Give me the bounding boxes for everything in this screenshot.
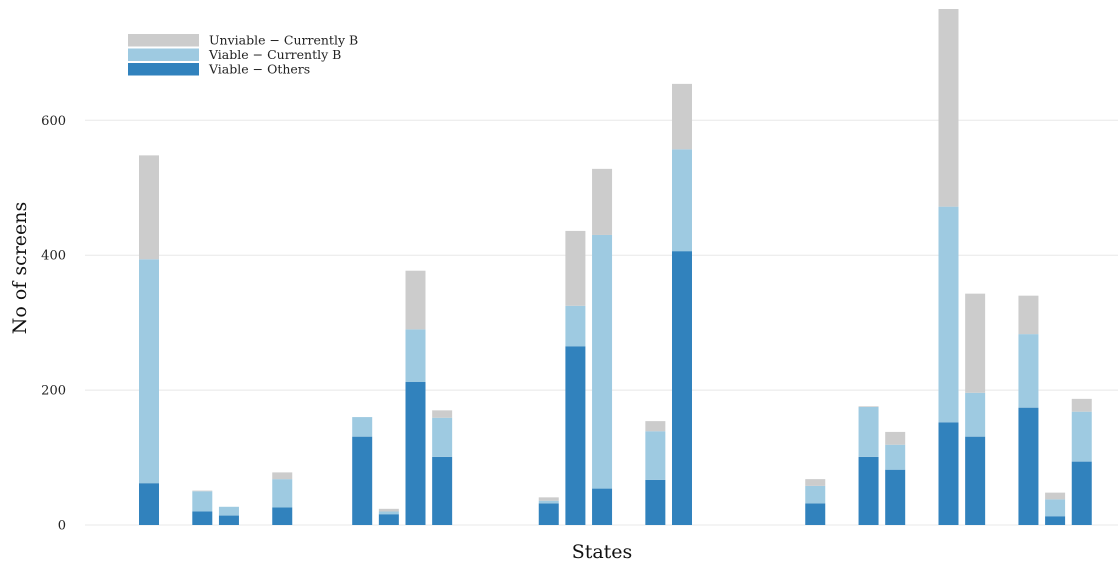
bar-segment-series-1-state-28 [885, 444, 906, 470]
bar-segment-series-1-state-19 [645, 431, 666, 480]
bar-segment-series-2-state-33 [1018, 295, 1039, 335]
bar-segment-series-0-state-27 [858, 456, 879, 525]
bar-segment-series-2-state-9 [378, 508, 399, 512]
x-axis-title: States [572, 541, 633, 563]
bar-segment-series-1-state-16 [565, 305, 586, 347]
y-axis-ticks: 0 200 400 600 [41, 114, 66, 534]
bar-segment-series-0-state-33 [1018, 407, 1039, 525]
bar-segment-series-1-state-35 [1071, 411, 1092, 462]
bars [139, 9, 1092, 525]
bar-segment-series-0-state-30 [938, 422, 959, 525]
bar-segment-series-2-state-0 [139, 155, 159, 260]
y-tick-label: 0 [58, 519, 66, 534]
bar-segment-series-0-state-35 [1071, 461, 1092, 525]
bar-segment-series-1-state-11 [432, 417, 453, 457]
bar-segment-series-1-state-31 [965, 392, 986, 437]
bar-segment-series-2-state-2 [192, 490, 213, 492]
bar-segment-series-1-state-17 [592, 234, 613, 489]
y-tick-label: 400 [41, 249, 66, 264]
bar-segment-series-2-state-31 [965, 293, 986, 393]
bar-segment-series-1-state-27 [858, 406, 879, 457]
bar-segment-series-2-state-17 [592, 168, 613, 235]
bar-segment-series-0-state-31 [965, 436, 986, 525]
bar-segment-series-0-state-25 [805, 503, 826, 525]
bar-segment-series-2-state-28 [885, 431, 906, 445]
bar-segment-series-1-state-10 [405, 329, 426, 382]
bar-segment-series-2-state-30 [938, 9, 959, 207]
bar-segment-series-0-state-2 [192, 511, 213, 525]
bar-segment-series-2-state-10 [405, 270, 426, 330]
bar-segment-series-1-state-5 [272, 479, 293, 508]
bar-segment-series-1-state-34 [1045, 499, 1066, 517]
bar-segment-series-2-state-20 [672, 83, 692, 150]
bar-segment-series-0-state-9 [378, 514, 399, 525]
bar-segment-series-0-state-0 [139, 483, 159, 525]
legend-label-series-2: Unviable − Currently B [209, 33, 358, 48]
bar-segment-series-0-state-34 [1045, 516, 1066, 525]
bar-segment-series-0-state-28 [885, 469, 906, 525]
bar-segment-series-0-state-15 [538, 503, 559, 525]
bar-segment-series-1-state-0 [139, 259, 159, 484]
bar-segment-series-2-state-34 [1045, 492, 1066, 500]
bar-segment-series-1-state-30 [938, 206, 959, 423]
legend-label-series-1: Viable − Currently B [208, 47, 341, 62]
legend-swatch-series-2 [128, 34, 199, 47]
bar-segment-series-1-state-2 [192, 491, 213, 512]
bar-segment-series-2-state-19 [645, 421, 666, 432]
legend-swatch-series-0 [128, 63, 199, 76]
bar-segment-series-2-state-11 [432, 410, 453, 418]
bar-segment-series-1-state-33 [1018, 334, 1039, 408]
bar-segment-series-2-state-15 [538, 497, 559, 501]
bar-segment-series-1-state-9 [378, 511, 399, 515]
bar-segment-series-2-state-5 [272, 472, 293, 480]
bar-segment-series-2-state-27 [858, 406, 879, 407]
bar-segment-series-0-state-5 [272, 507, 293, 525]
bar-segment-series-1-state-3 [218, 506, 239, 516]
bar-segment-series-0-state-11 [432, 456, 453, 525]
bar-segment-series-0-state-10 [405, 382, 426, 525]
bar-segment-series-2-state-16 [565, 230, 586, 306]
bar-segment-series-1-state-8 [352, 417, 373, 437]
bar-segment-series-1-state-25 [805, 485, 826, 504]
legend-swatch-series-1 [128, 48, 199, 61]
bar-segment-series-1-state-20 [672, 149, 692, 252]
y-axis-title: No of screens [9, 202, 31, 335]
bar-segment-series-0-state-20 [672, 251, 692, 525]
bar-segment-series-2-state-35 [1071, 398, 1092, 412]
legend-label-series-0: Viable − Others [208, 62, 310, 77]
bar-segment-series-2-state-25 [805, 479, 826, 486]
bar-segment-series-1-state-15 [538, 500, 559, 504]
y-tick-label: 600 [41, 114, 66, 129]
bar-segment-series-0-state-19 [645, 479, 666, 525]
bar-segment-series-0-state-16 [565, 346, 586, 525]
y-tick-label: 200 [41, 384, 66, 399]
bar-segment-series-0-state-3 [218, 515, 239, 525]
bar-segment-series-0-state-17 [592, 488, 613, 525]
bar-segment-series-0-state-8 [352, 436, 373, 525]
